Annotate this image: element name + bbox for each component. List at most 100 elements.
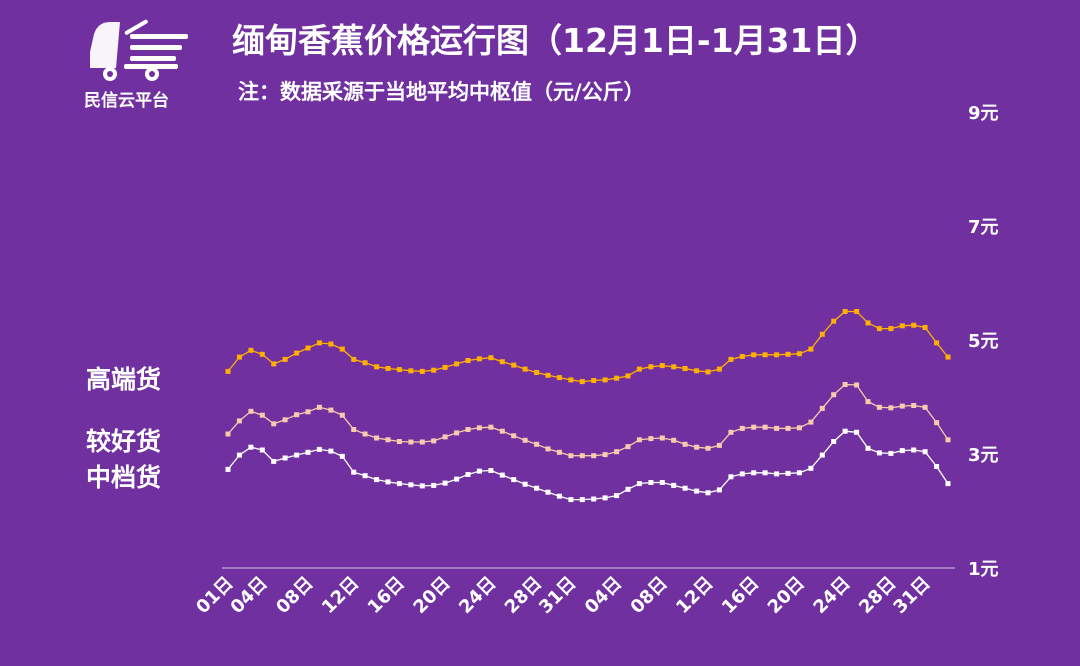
data-point-high xyxy=(282,356,288,362)
data-point-good xyxy=(808,419,814,425)
data-point-mid xyxy=(865,445,871,451)
data-point-mid xyxy=(488,468,494,473)
x-tick-label: 20日 xyxy=(764,573,809,618)
y-tick-label: 1元 xyxy=(968,559,999,580)
data-point-mid xyxy=(648,480,654,485)
data-point-good xyxy=(568,453,574,459)
series-line-good xyxy=(227,383,949,457)
data-point-good xyxy=(454,430,460,436)
x-tick-label: 08日 xyxy=(272,573,317,618)
data-point-good xyxy=(602,452,608,458)
data-point-high xyxy=(602,377,608,383)
data-point-high xyxy=(579,379,585,385)
data-point-mid xyxy=(225,466,231,472)
data-point-mid xyxy=(934,464,940,469)
data-point-good xyxy=(785,425,791,431)
data-point-high xyxy=(339,346,345,352)
data-point-high xyxy=(705,369,711,375)
data-point-good xyxy=(774,425,780,431)
data-point-mid xyxy=(579,497,585,503)
data-point-high xyxy=(922,325,928,330)
data-point-mid xyxy=(431,482,437,488)
data-point-high xyxy=(865,320,871,326)
data-point-high xyxy=(911,322,917,328)
x-tick-label: 28日 xyxy=(855,573,900,618)
data-point-mid xyxy=(568,497,574,503)
data-point-high xyxy=(556,375,562,381)
data-point-mid xyxy=(694,488,700,494)
data-point-mid xyxy=(454,476,460,482)
data-point-high xyxy=(899,323,905,329)
data-point-high xyxy=(591,378,597,383)
data-point-high xyxy=(751,352,757,358)
data-point-mid xyxy=(556,493,562,499)
data-point-good xyxy=(259,412,265,418)
data-point-mid xyxy=(396,481,402,487)
data-point-high xyxy=(236,354,242,360)
data-point-high xyxy=(499,359,505,365)
data-point-mid xyxy=(465,472,471,477)
x-tick-label: 24日 xyxy=(809,573,854,618)
data-point-good xyxy=(374,435,380,441)
x-tick-label: 16日 xyxy=(364,573,409,618)
data-point-high xyxy=(294,350,300,356)
data-point-mid xyxy=(911,447,917,453)
data-point-good xyxy=(305,409,311,415)
data-point-mid xyxy=(774,471,780,477)
x-tick-label: 20日 xyxy=(409,573,454,618)
data-point-mid xyxy=(442,480,448,486)
x-tick-label: 12日 xyxy=(318,573,363,618)
y-tick-label: 7元 xyxy=(968,217,999,238)
data-point-mid xyxy=(796,470,802,476)
data-point-high xyxy=(271,361,277,367)
data-point-good xyxy=(248,408,254,414)
data-point-mid xyxy=(888,450,894,456)
x-tick-label: 28日 xyxy=(501,573,546,618)
data-point-good xyxy=(682,441,688,447)
data-point-mid xyxy=(316,446,322,452)
data-point-good xyxy=(716,442,722,448)
data-point-high xyxy=(762,352,768,358)
data-point-mid xyxy=(614,493,620,499)
data-point-mid xyxy=(236,452,242,458)
series-label-high: 高端货 xyxy=(86,365,162,394)
data-point-mid xyxy=(511,477,517,483)
data-point-mid xyxy=(659,480,665,485)
x-tick-label: 31日 xyxy=(889,573,934,618)
data-point-high xyxy=(545,372,551,378)
data-point-mid xyxy=(385,479,391,485)
data-point-high xyxy=(739,354,745,359)
data-point-good xyxy=(636,437,642,443)
data-point-mid xyxy=(351,469,357,475)
x-tick-label: 24日 xyxy=(455,573,500,618)
data-point-mid xyxy=(545,489,551,495)
data-point-good xyxy=(751,424,757,430)
data-point-good xyxy=(534,441,540,447)
data-point-high xyxy=(522,366,528,372)
data-point-high xyxy=(476,356,482,362)
data-point-mid xyxy=(785,470,791,476)
y-tick-label: 3元 xyxy=(968,445,999,466)
data-point-mid xyxy=(705,490,711,496)
data-point-high xyxy=(351,356,357,362)
data-point-mid xyxy=(419,483,425,489)
data-point-high xyxy=(511,362,517,368)
x-tick-label: 04日 xyxy=(581,573,626,618)
data-point-good xyxy=(545,446,551,452)
data-point-mid xyxy=(899,448,905,454)
data-point-mid xyxy=(728,474,734,480)
data-point-good xyxy=(705,445,711,451)
data-point-good xyxy=(476,425,482,431)
y-tick-label: 5元 xyxy=(968,331,999,352)
data-point-high xyxy=(876,326,882,332)
data-point-good xyxy=(465,427,471,432)
data-point-mid xyxy=(819,452,825,458)
data-point-high xyxy=(408,368,414,374)
chart-title: 缅甸香蕉价格运行图（12月1日-1月31日） xyxy=(232,21,879,60)
series-line-mid xyxy=(227,430,949,501)
data-point-high xyxy=(614,375,620,381)
data-point-mid xyxy=(476,468,482,474)
data-point-mid xyxy=(922,449,928,455)
data-point-mid xyxy=(808,465,814,471)
data-point-good xyxy=(922,404,928,410)
